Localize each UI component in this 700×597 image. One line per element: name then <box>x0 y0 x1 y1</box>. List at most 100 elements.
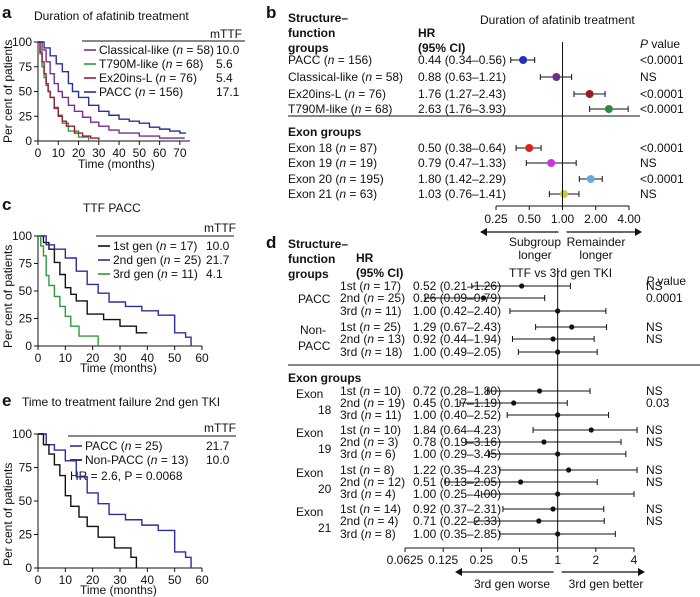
legend-n-value: = 58) <box>183 43 214 57</box>
row-label-count: = 25) <box>374 291 405 305</box>
forest-b-caption-right-line: Remainder <box>567 235 626 249</box>
panel-label-d: d <box>266 233 276 252</box>
forest-b-row-p-6: <0.0001 <box>640 172 684 186</box>
legend-n-symbol: n <box>160 239 167 253</box>
row-label-count: = 3) <box>374 435 398 449</box>
panel-label-e: e <box>2 391 11 410</box>
row-label-text: 3rd ( <box>340 408 365 422</box>
forest-d-row-hr-3-2: 1.00 (0.29–3.45) <box>413 447 501 461</box>
forest-d-row-p-0-1: 0.0001 <box>646 291 683 305</box>
panel-d-col-group-3: groups <box>288 267 329 281</box>
panel-d-col-group-1: Structure– <box>288 237 348 251</box>
xtick-label: 0 <box>35 573 42 587</box>
forest-d-row-p-3-0: NS <box>646 423 663 437</box>
forest-b-row-label-1: Classical-like (n = 58) <box>288 70 403 84</box>
legend-entry-0: Classical-like (n = 58) <box>99 43 214 57</box>
forest-d-row-label-2-2: 3rd (n = 11) <box>340 408 402 422</box>
row-label-n: n <box>365 304 372 318</box>
forest-b-row-hr-0: 0.44 (0.34–0.56) <box>418 53 506 67</box>
forest-b-xtick-label: 4.00 <box>617 212 641 226</box>
row-label-text: 2nd ( <box>340 332 367 346</box>
legend-entry-0: 1st gen (n = 17) <box>113 239 197 253</box>
row-label-count: = 6) <box>371 447 395 461</box>
forest-b-arrowhead-right <box>635 228 642 236</box>
xtick-label: 10 <box>52 146 66 160</box>
row-label-text: 1st ( <box>340 423 363 437</box>
forest-d-xtick-label: 2 <box>592 553 599 567</box>
row-label-n: n <box>365 70 372 84</box>
xtick-label: 30 <box>113 351 127 365</box>
panel-d-col-p: P value <box>646 274 686 288</box>
row-label-n: n <box>367 396 374 410</box>
km-curve-0 <box>38 235 148 334</box>
km-curve-1 <box>38 433 138 568</box>
legend-n-value: = 17) <box>166 239 197 253</box>
row-label-text: 2nd ( <box>340 514 367 528</box>
forest-d-row-label-0-2: 3rd (n = 11) <box>340 304 402 318</box>
row-label-count: = 76) <box>355 87 386 101</box>
forest-d-row-p-2-1: 0.03 <box>646 396 670 410</box>
forest-d-row-label-5-1: 2nd (n = 4) <box>340 514 398 528</box>
forest-d-point-2-1 <box>511 400 517 406</box>
forest-d-point-3-0 <box>588 427 594 433</box>
panel-b: b Structure– function groups HR (95% CI)… <box>266 3 684 262</box>
forest-b-point-3 <box>604 105 613 113</box>
xtick-label: 40 <box>141 573 155 587</box>
forest-d-row-p-3-1: NS <box>646 435 663 449</box>
row-label-text: 2nd ( <box>340 396 367 410</box>
forest-b-row-p-5: NS <box>640 156 657 170</box>
forest-d-point-4-1 <box>517 479 524 485</box>
row-label-text: Classical-like ( <box>288 70 365 84</box>
km-curve-1 <box>38 235 192 346</box>
row-label-text: 1st ( <box>340 463 363 477</box>
panel-b-col-group-3: groups <box>288 41 329 55</box>
row-label-count: = 8) <box>370 463 394 477</box>
xtick-label: 30 <box>92 146 106 160</box>
forest-b-row-p-3: <0.0001 <box>640 102 684 116</box>
legend-name: 2nd gen ( <box>113 253 164 267</box>
panel-e: e Time to treatment failure 2nd gen TKI … <box>1 391 236 597</box>
row-label-count: = 63) <box>346 187 377 201</box>
forest-d-row-label-4-1: 2nd (n = 12) <box>340 475 405 489</box>
legend-mttf-1: 5.6 <box>216 57 233 71</box>
row-label-n: n <box>365 487 372 501</box>
forest-d-row-label-1-0: 1st (n = 25) <box>340 320 401 334</box>
row-label-text: 3rd ( <box>340 304 365 318</box>
forest-d-caption-left: 3rd gen worse <box>474 577 550 591</box>
forest-b-row-p-4: <0.0001 <box>640 141 684 155</box>
panel-c-xlabel: Time (months) <box>80 361 157 375</box>
forest-b-row-hr-7: 1.03 (0.76–1.41) <box>418 187 506 201</box>
panel-label-a: a <box>2 3 12 22</box>
forest-d-point-1-1 <box>550 336 556 342</box>
legend-n-value: = 156) <box>145 85 183 99</box>
forest-d-row-hr-5-0: 0.92 (0.37–2.31) <box>413 502 501 516</box>
panel-b-col-group-1: Structure– <box>288 11 348 25</box>
legend-name: Ex20ins-L ( <box>99 71 159 85</box>
forest-b-row-label-0: PACC (n = 156) <box>288 53 372 67</box>
forest-b-row-hr-4: 0.50 (0.38–0.64) <box>418 141 506 155</box>
forest-d-group-label-5: Exon <box>296 505 323 519</box>
forest-b-row-label-6: Exon 20 (n = 195) <box>288 172 384 186</box>
forest-b-point-5 <box>547 159 556 167</box>
row-label-n: n <box>363 502 370 516</box>
forest-d-point-5-0 <box>550 506 556 512</box>
legend-n-value: = 68) <box>172 57 203 71</box>
forest-d-group-label-1: PACC <box>298 339 331 353</box>
forest-d-xtick-label: 1 <box>554 553 561 567</box>
forest-b-point-4 <box>525 144 534 152</box>
row-label-text: T790M-like ( <box>288 102 355 116</box>
forest-b-row-hr-5: 0.79 (0.47–1.33) <box>418 156 506 170</box>
legend-name: PACC ( <box>99 85 139 99</box>
forest-d-row-hr-1-0: 1.29 (0.67–2.43) <box>413 320 501 334</box>
ytick-label: 50 <box>19 494 33 508</box>
legend-n-value: = 76) <box>166 71 197 85</box>
forest-d-row-label-4-0: 1st (n = 8) <box>340 463 394 477</box>
ytick-label: 100 <box>12 35 32 49</box>
forest-d-group-label-3: 19 <box>318 442 332 456</box>
row-label-n: n <box>365 408 372 422</box>
legend-mttf-1: 10.0 <box>206 453 230 467</box>
forest-d-row-label-3-0: 1st (n = 10) <box>340 423 401 437</box>
forest-d-xtick-label: 0.125 <box>428 553 458 567</box>
forest-d-row-p-4-0: NS <box>646 463 663 477</box>
forest-b-row-p-7: NS <box>640 187 657 201</box>
